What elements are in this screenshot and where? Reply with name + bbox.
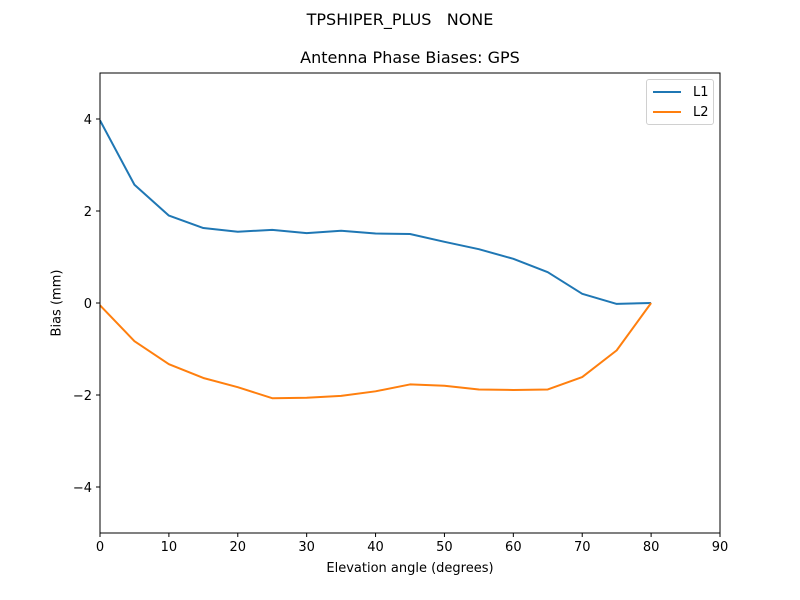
x-tick-label: 70: [574, 540, 591, 555]
data-lines: [99, 119, 652, 400]
legend-swatch-l1-icon: [653, 91, 681, 93]
figure-suptitle: TPSHIPER_PLUS NONE: [306, 10, 494, 29]
legend-item-l2: L2: [653, 102, 709, 122]
y-tick-label: 2: [84, 205, 92, 220]
series-line-l2: [99, 302, 652, 400]
x-tick-label: 30: [298, 540, 315, 555]
x-tick-label: 80: [643, 540, 660, 555]
legend-label-l2: L2: [693, 104, 709, 120]
x-axis-label: Elevation angle (degrees): [326, 561, 494, 576]
x-tick-label: 10: [161, 540, 178, 555]
x-tick-label: 90: [712, 540, 729, 555]
y-tick-label: 0: [84, 297, 92, 312]
legend-swatch-l2-icon: [653, 111, 681, 113]
x-tick-label: 40: [367, 540, 384, 555]
x-tick-label: 60: [505, 540, 522, 555]
axis-ticks: 0 10 20 30 40 50 60 70 80 90 −4 −2 0 2 4: [73, 113, 728, 555]
series-line-l1: [99, 119, 652, 305]
x-tick-label: 0: [96, 540, 104, 555]
y-axis-label: Bias (mm): [49, 269, 65, 337]
y-tick-label: −4: [73, 481, 92, 496]
x-tick-label: 20: [230, 540, 247, 555]
legend-label-l1: L1: [693, 84, 709, 100]
y-tick-label: −2: [73, 389, 92, 404]
axes-frame: [99, 72, 721, 534]
legend: L1 L2: [646, 79, 714, 125]
x-tick-label: 50: [436, 540, 453, 555]
chart-title: Antenna Phase Biases: GPS: [300, 48, 520, 67]
legend-item-l1: L1: [653, 82, 709, 102]
y-tick-label: 4: [84, 113, 92, 128]
